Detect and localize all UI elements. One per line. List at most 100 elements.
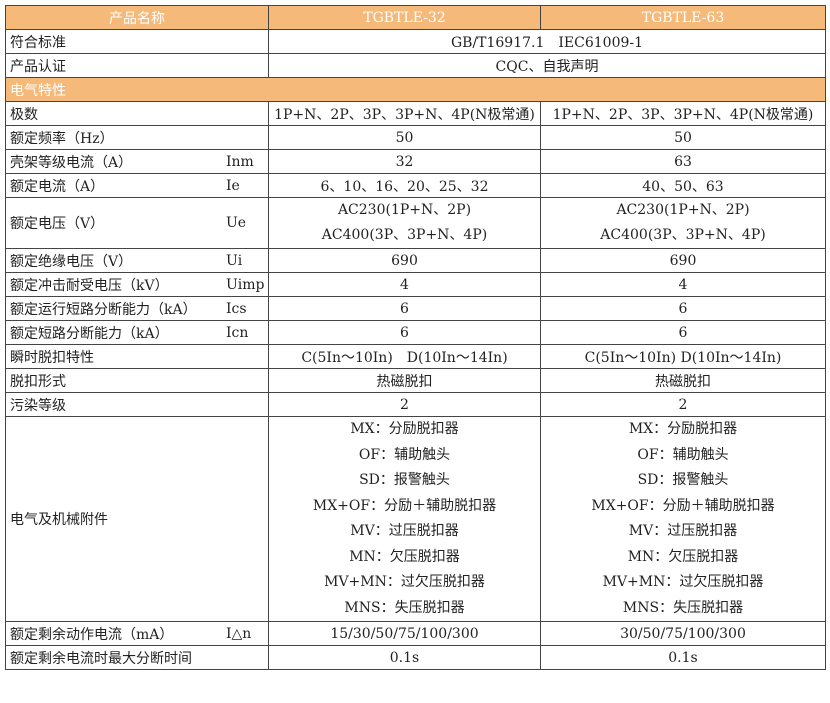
table-row: 污染等级 2 2 <box>5 392 826 417</box>
value-text: 1P+N、2P、3P、3P+N、4P(N极常通) <box>274 106 535 123</box>
value-tgbtle-63: 6 <box>540 296 826 321</box>
label-text: 瞬时脱扣特性 <box>10 349 94 366</box>
table-row: 额定剩余电流时最大分断时间 0.1s 0.1s <box>5 645 826 670</box>
value-tgbtle-32: 4 <box>268 272 541 297</box>
value-line: AC400(3P、3P+N、4P) <box>600 227 766 243</box>
value-text: 50 <box>395 129 414 146</box>
value-text: 63 <box>674 153 692 170</box>
section-title: 电气特性 <box>5 77 826 102</box>
row-label: 额定绝缘电压（V） Ui <box>5 248 269 273</box>
label-text: 电气及机械附件 <box>10 512 108 528</box>
value-text: 1P+N、2P、3P、3P+N、4P(N极常通) <box>552 106 814 123</box>
symbol: Icn <box>226 324 249 341</box>
label-text: 额定剩余电流时最大分断时间 <box>10 650 192 667</box>
value-text: C(5In～10In) D(10In～14In) <box>301 349 508 366</box>
value-text: 2 <box>400 396 409 413</box>
value-text: 2 <box>678 396 688 413</box>
value-line: OF：辅助触头 <box>637 446 729 463</box>
label-text: 极数 <box>10 106 38 123</box>
value-tgbtle-63: 63 <box>540 149 826 174</box>
value-tgbtle-32: 热磁脱扣 <box>268 368 541 393</box>
value-line: SD：报警触头 <box>637 472 729 488</box>
value-text: 6 <box>678 324 688 341</box>
spec-table: 产品名称 TGBTLE-32 TGBTLE-63 符合标准 GB/T16917.1… <box>5 5 826 670</box>
row-label: 污染等级 <box>5 392 269 417</box>
value-text: 32 <box>395 153 414 170</box>
value-tgbtle-32: 50 <box>268 125 541 150</box>
table-row: 额定电压（V） Ue AC230(1P+N、2P) AC400(3P、3P+N、4P)… <box>5 197 826 249</box>
value-tgbtle-32: 1P+N、2P、3P、3P+N、4P(N极常通) <box>268 101 541 126</box>
row-label: 符合标准 <box>5 29 269 54</box>
symbol: Ie <box>226 177 240 194</box>
value-line: MV：过压脱扣器 <box>628 523 738 539</box>
value-tgbtle-63: AC230(1P+N、2P) AC400(3P、3P+N、4P) <box>540 197 826 249</box>
label-text: 额定电流（A） <box>10 178 105 195</box>
row-label: 额定剩余电流时最大分断时间 <box>5 645 269 670</box>
value-line: MN：欠压脱扣器 <box>349 548 460 565</box>
symbol: Uimp <box>226 276 265 293</box>
value-text: 4 <box>678 276 688 293</box>
table-row: 额定冲击耐受电压（kV） Uimp 4 4 <box>5 272 826 297</box>
table-row: 壳架等级电流（A） Inm 32 63 <box>5 149 826 174</box>
value-tgbtle-32: MX：分励脱扣器 OF：辅助触头 SD：报警触头 MX+OF：分励＋辅助脱扣器 MV：过… <box>268 416 541 622</box>
value-line: MX：分励脱扣器 <box>350 421 459 437</box>
label-text: 额定电压（V） <box>10 216 105 232</box>
value-text: 690 <box>391 252 418 269</box>
row-label: 额定运行短路分断能力（kA） Ics <box>5 296 269 321</box>
value-tgbtle-63: 2 <box>540 392 826 417</box>
value-text: C(5In～10In) D(10In～14In) <box>584 349 782 366</box>
value-tgbtle-63: C(5In～10In) D(10In～14In) <box>540 344 826 369</box>
label-text: 脱扣形式 <box>10 373 66 390</box>
value-tgbtle-32: 32 <box>268 149 541 174</box>
symbol: Ui <box>226 252 243 269</box>
value-tgbtle-63: 4 <box>540 272 826 297</box>
value-line: MX+OF：分励＋辅助脱扣器 <box>312 497 497 514</box>
value-text: 40、50、63 <box>642 178 724 195</box>
header-row: 产品名称 TGBTLE-32 TGBTLE-63 <box>5 5 826 30</box>
row-label: 壳架等级电流（A） Inm <box>5 149 269 174</box>
value-tgbtle-32: 6、10、16、20、25、32 <box>268 173 541 198</box>
value-line: MN：欠压脱扣器 <box>627 548 739 565</box>
value-line: SD：报警触头 <box>359 472 450 488</box>
value-tgbtle-63: 690 <box>540 248 826 273</box>
value-text: 4 <box>400 276 409 293</box>
row-value: GB/T16917.1 IEC61009-1 <box>268 29 826 54</box>
value-tgbtle-63: 6 <box>540 320 826 345</box>
value-line: AC400(3P、3P+N、4P) <box>321 227 488 243</box>
table-row: 额定短路分断能力（kA） Icn 6 6 <box>5 320 826 345</box>
value-tgbtle-63: 30/50/75/100/300 <box>540 621 826 646</box>
row-label: 额定冲击耐受电压（kV） Uimp <box>5 272 269 297</box>
row-label: 额定电流（A） Ie <box>5 173 269 198</box>
value-line: OF：辅助触头 <box>358 446 451 463</box>
value-line: MV：过压脱扣器 <box>350 523 459 539</box>
value-line: MV+MN：过欠压脱扣器 <box>602 574 764 590</box>
label-text: 污染等级 <box>10 397 66 414</box>
value-tgbtle-32: 6 <box>268 296 541 321</box>
value-text: 6、10、16、20、25、32 <box>320 178 489 195</box>
table-row: 额定剩余动作电流（mA） I△n 15/30/50/75/100/300 30/50/… <box>5 621 826 646</box>
value-text: 6 <box>678 300 688 317</box>
value-text: 热磁脱扣 <box>655 373 711 390</box>
value-line: MX：分励脱扣器 <box>628 421 738 437</box>
table-row: 额定绝缘电压（V） Ui 690 690 <box>5 248 826 273</box>
value-text: 690 <box>669 252 697 269</box>
table-row: 脱扣形式 热磁脱扣 热磁脱扣 <box>5 368 826 393</box>
label-text: 额定绝缘电压（V） <box>10 253 133 270</box>
value-tgbtle-63: 0.1s <box>540 645 826 670</box>
header-col1: TGBTLE-32 <box>268 5 541 30</box>
value-line: MNS：失压脱扣器 <box>622 599 744 616</box>
row-label: 额定短路分断能力（kA） Icn <box>5 320 269 345</box>
section-row: 电气特性 <box>5 77 826 102</box>
symbol: Ics <box>226 300 247 317</box>
value-tgbtle-63: 50 <box>540 125 826 150</box>
row-value: CQC、自我声明 <box>268 53 826 78</box>
value-line: MX+OF：分励＋辅助脱扣器 <box>591 497 775 514</box>
value-line: AC230(1P+N、2P) <box>616 202 750 218</box>
label-text: 额定短路分断能力（kA） <box>10 325 169 342</box>
value-text: 热磁脱扣 <box>376 373 433 390</box>
value-tgbtle-32: 690 <box>268 248 541 273</box>
table-row: 产品认证 CQC、自我声明 <box>5 53 826 78</box>
label-text: 额定剩余动作电流（mA） <box>10 626 174 643</box>
value-tgbtle-63: 热磁脱扣 <box>540 368 826 393</box>
value-tgbtle-32: AC230(1P+N、2P) AC400(3P、3P+N、4P) <box>268 197 541 249</box>
